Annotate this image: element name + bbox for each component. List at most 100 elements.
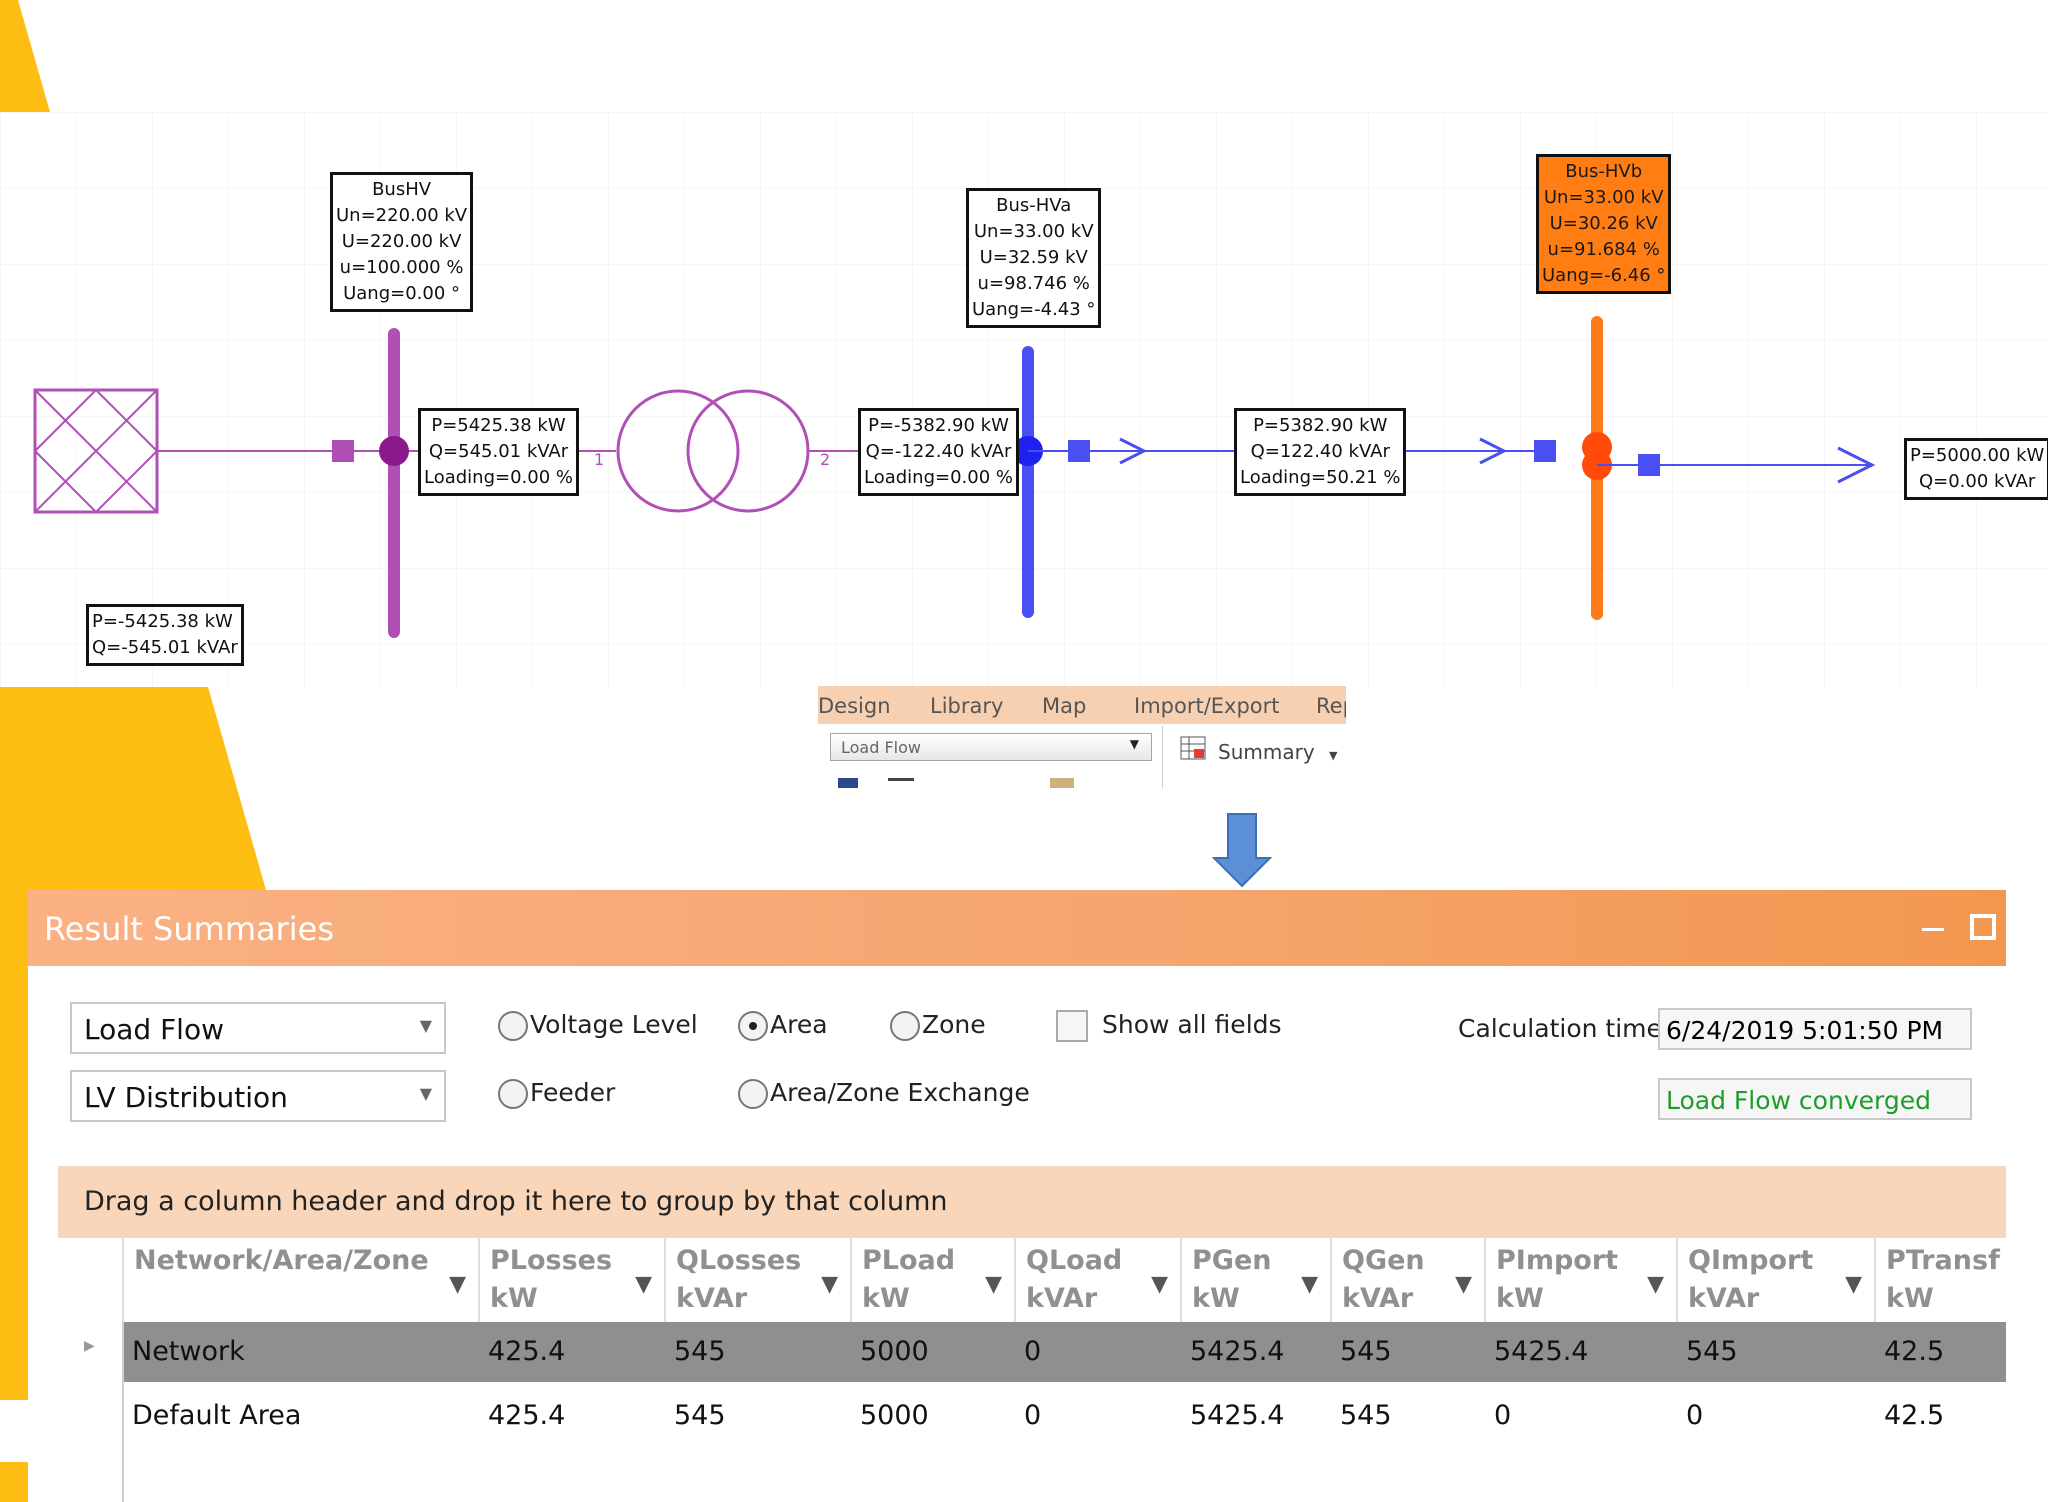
radio-feeder[interactable]: Feeder: [498, 1078, 615, 1109]
line-flow-box: P=5382.90 kW Q=122.40 kVAr Loading=50.21…: [1234, 408, 1407, 496]
filter-icon[interactable]: ▼: [1301, 1272, 1318, 1297]
col-title: PTransf: [1886, 1245, 2000, 1276]
radio-area-zone-exchange[interactable]: Area/Zone Exchange: [738, 1078, 1030, 1109]
tab-design[interactable]: Design: [818, 694, 891, 718]
minimize-button[interactable]: [1922, 928, 1944, 931]
panel-title-bar: Result Summaries: [28, 890, 2006, 966]
filter-icon[interactable]: ▼: [821, 1272, 838, 1297]
col-unit: kVAr: [1342, 1283, 1414, 1314]
cell-qlosses: 545: [674, 1336, 726, 1367]
show-all-fields-checkbox[interactable]: Show all fields: [1056, 1010, 1282, 1042]
col-header-pimport[interactable]: PImport kW ▼: [1484, 1238, 1676, 1322]
col-header-pload[interactable]: PLoad kW ▼: [850, 1238, 1014, 1322]
ribbon-snippet: Design Library Map Import/Export Rep Loa…: [818, 686, 1346, 788]
radio-label: Area: [770, 1010, 828, 1039]
bus-hva-name: Bus-HVa: [996, 195, 1072, 216]
chevron-down-icon: ▼: [1329, 749, 1338, 762]
bus-hv-box: BusHV Un=220.00 kV U=220.00 kV u=100.000…: [330, 172, 474, 312]
col-header-qgen[interactable]: QGen kVAr ▼: [1330, 1238, 1484, 1322]
bus-hvb-u: U=30.26 kV: [1549, 213, 1658, 234]
tab-map[interactable]: Map: [1042, 694, 1087, 718]
bus-hv-uang: Uang=0.00 °: [343, 283, 461, 304]
filter-icon[interactable]: ▼: [985, 1272, 1002, 1297]
col-title: PImport: [1496, 1245, 1619, 1276]
tab-library[interactable]: Library: [930, 694, 1004, 718]
radio-label: Area/Zone Exchange: [770, 1078, 1030, 1107]
col-unit: kVAr: [676, 1283, 748, 1314]
cell-qgen: 545: [1340, 1400, 1392, 1431]
switch-node[interactable]: [1068, 440, 1090, 462]
status-field: Load Flow converged: [1658, 1078, 1972, 1120]
bus-hvb-box: Bus-HVb Un=33.00 kV U=30.26 kV u=91.684 …: [1536, 154, 1672, 294]
filter-icon[interactable]: ▼: [1151, 1272, 1168, 1297]
bus-hva-u: U=32.59 kV: [979, 247, 1088, 268]
col-unit: kW: [490, 1283, 538, 1314]
switch-node[interactable]: [1534, 440, 1556, 462]
col-header-ptransf[interactable]: PTransf kW: [1874, 1238, 2006, 1322]
filter-icon[interactable]: ▼: [1845, 1272, 1862, 1297]
switch-node[interactable]: [1638, 454, 1660, 476]
maximize-button[interactable]: [1970, 914, 1996, 940]
cell-name: Network: [132, 1336, 245, 1367]
calc-type-select[interactable]: Load Flow ▼: [70, 1002, 446, 1054]
cell-pimport: 0: [1494, 1400, 1512, 1431]
group-by-panel[interactable]: Drag a column header and drop it here to…: [58, 1166, 2006, 1238]
col-header-qload[interactable]: QLoad kVAr ▼: [1014, 1238, 1180, 1322]
cell-qload: 0: [1024, 1400, 1042, 1431]
bus-hv-u-pct: u=100.000 %: [339, 257, 464, 278]
cell-qgen: 545: [1340, 1336, 1392, 1367]
load-q: Q=0.00 kVAr: [1918, 471, 2036, 492]
bus-hvb-un: Un=33.00 kV: [1543, 187, 1664, 208]
tab-reports[interactable]: Rep: [1316, 694, 1346, 718]
load-arrow-icon[interactable]: [1837, 446, 1876, 484]
radio-voltage-level[interactable]: Voltage Level: [498, 1010, 698, 1041]
col-header-qimport[interactable]: QImport kVAr ▼: [1676, 1238, 1874, 1322]
col-title: PGen: [1192, 1245, 1272, 1276]
col-header-qlosses[interactable]: QLosses kVAr ▼: [664, 1238, 850, 1322]
summary-button[interactable]: Summary ▼: [1218, 740, 1337, 764]
radio-zone[interactable]: Zone: [890, 1010, 986, 1041]
bus-hv-node[interactable]: [379, 436, 409, 466]
switch-node[interactable]: [332, 440, 354, 462]
table-row[interactable]: ▶ Network 425.4 545 5000 0 5425.4 545 54…: [58, 1322, 2006, 1382]
table-icon: [1180, 736, 1206, 760]
external-grid-symbol[interactable]: [33, 388, 159, 514]
col-header-name[interactable]: Network/Area/Zone ▼: [122, 1238, 478, 1322]
checkbox-box: [1056, 1010, 1088, 1042]
trafo-terminal-2: 2: [820, 450, 830, 469]
flow-p: P=5425.38 kW: [431, 415, 566, 436]
filter-icon[interactable]: ▼: [1455, 1272, 1472, 1297]
cell-plosses: 425.4: [488, 1400, 566, 1431]
grid-header: Network/Area/Zone ▼ PLosses kW ▼ QLosses…: [58, 1238, 2006, 1323]
tab-import-export[interactable]: Import/Export: [1134, 694, 1280, 718]
line-arrow-icon: [1119, 437, 1148, 465]
summary-button-label: Summary: [1218, 740, 1315, 764]
toolbar-icon[interactable]: [838, 778, 858, 788]
col-header-pgen[interactable]: PGen kW ▼: [1180, 1238, 1330, 1322]
table-row[interactable]: Default Area 425.4 545 5000 0 5425.4 545…: [58, 1386, 2006, 1446]
flow-q: Q=545.01 kVAr: [428, 441, 569, 462]
ribbon-tab-bar: Design Library Map Import/Export Rep: [818, 686, 1346, 724]
calc-time-field: 6/24/2019 5:01:50 PM: [1658, 1008, 1972, 1050]
grid-q-value: Q=-545.01 kVAr: [92, 637, 238, 658]
bus-hva-box: Bus-HVa Un=33.00 kV U=32.59 kV u=98.746 …: [966, 188, 1102, 328]
radio-circle: [498, 1011, 528, 1041]
radio-circle: [498, 1079, 528, 1109]
chart-icon[interactable]: [1050, 778, 1074, 788]
calc-time-label-text: Calculation time:: [1458, 1014, 1671, 1043]
network-filter-select[interactable]: LV Distribution ▼: [70, 1070, 446, 1122]
network-filter-value: LV Distribution: [84, 1081, 288, 1114]
calc-time-label: Calculation time:: [1458, 1014, 1670, 1043]
filter-icon[interactable]: ▼: [449, 1272, 466, 1297]
radio-area[interactable]: Area: [738, 1010, 828, 1041]
chevron-down-icon: ▼: [1129, 737, 1139, 751]
flow-p: P=-5382.90 kW: [868, 415, 1009, 436]
col-header-plosses[interactable]: PLosses kW ▼: [478, 1238, 664, 1322]
trafo-secondary-flow-box: P=-5382.90 kW Q=-122.40 kVAr Loading=0.0…: [858, 408, 1020, 496]
list-icon[interactable]: [888, 778, 914, 788]
checkbox-label: Show all fields: [1102, 1010, 1282, 1039]
filter-icon[interactable]: ▼: [1647, 1272, 1664, 1297]
filter-icon[interactable]: ▼: [635, 1272, 652, 1297]
calculation-select[interactable]: Load Flow ▼: [830, 733, 1152, 761]
result-summaries-panel: Result Summaries Load Flow ▼ LV Distribu…: [28, 890, 2006, 1502]
